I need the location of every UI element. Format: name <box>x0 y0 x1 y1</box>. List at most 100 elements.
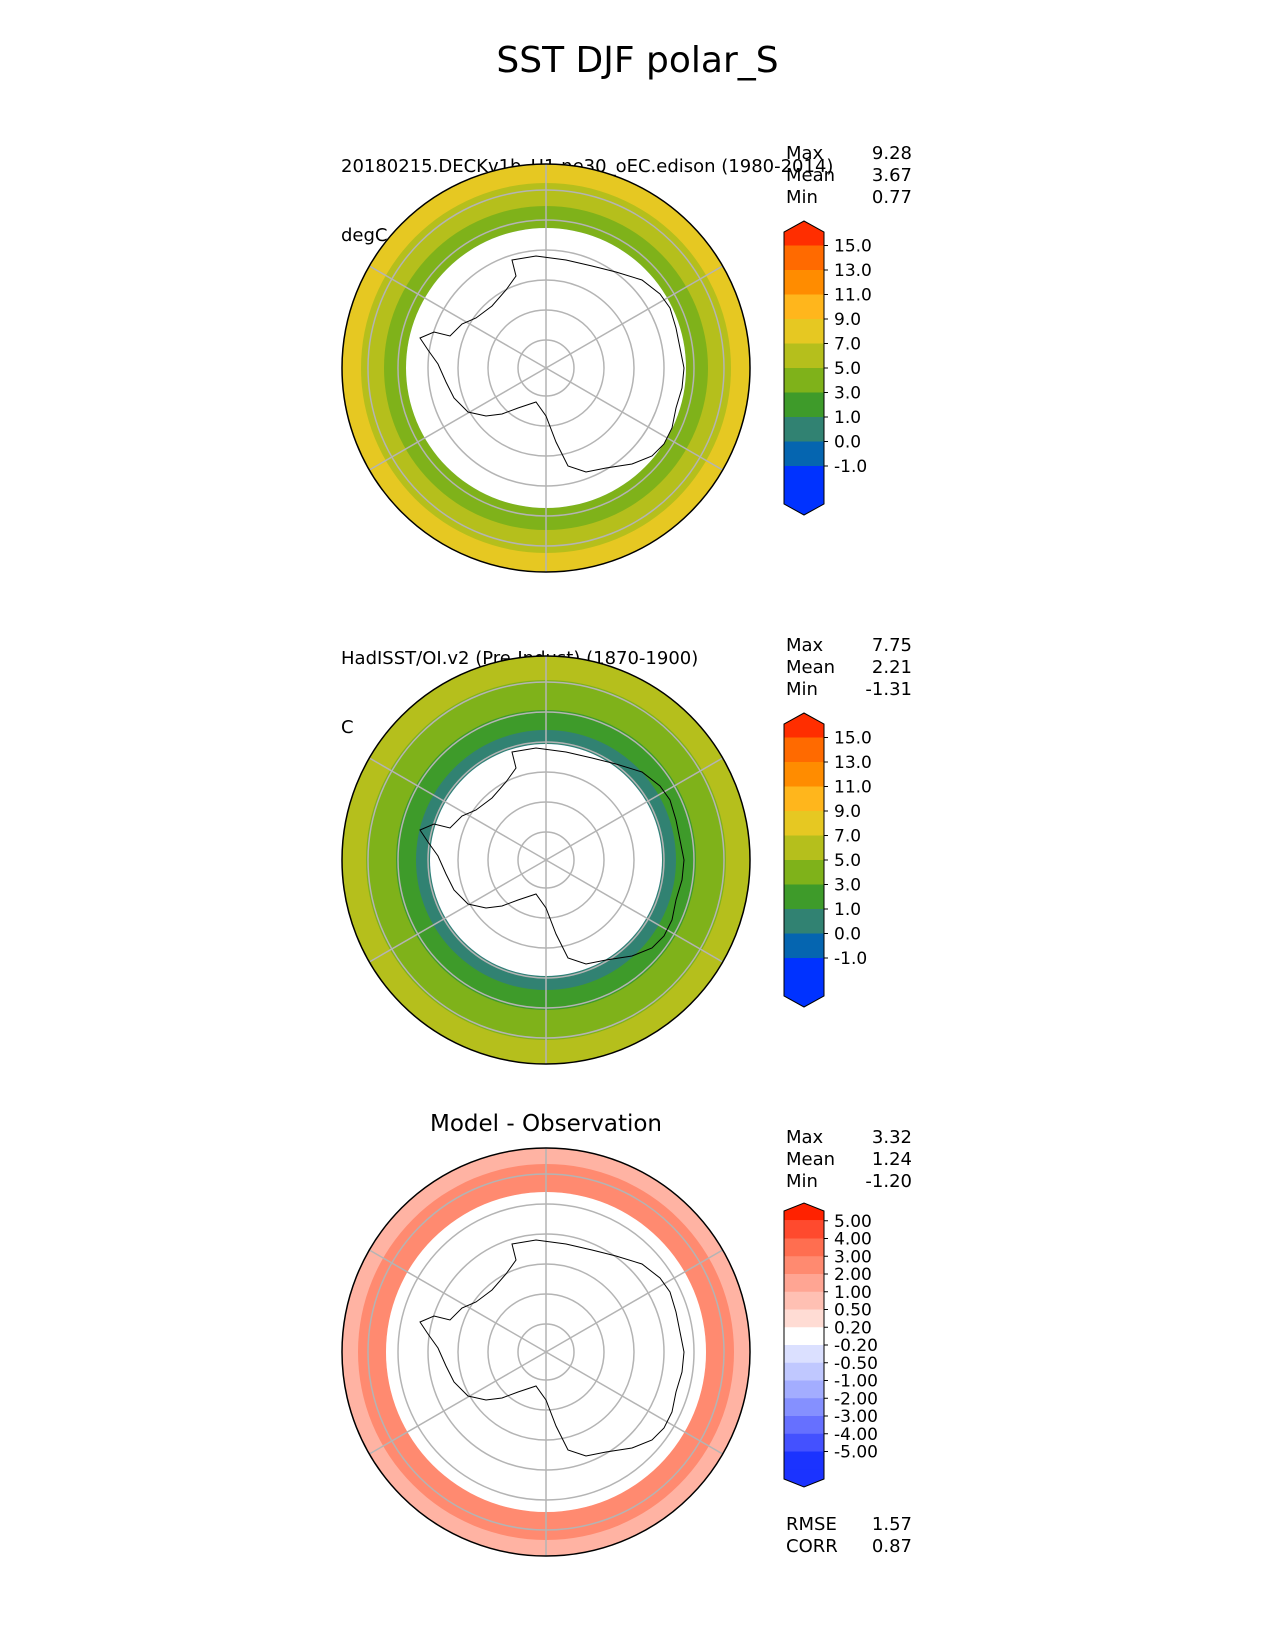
colorbar-segment <box>784 1416 824 1435</box>
colorbar-tick-label: 5.00 <box>834 1212 872 1232</box>
colorbar-segment <box>784 786 824 812</box>
panel-1-units: degC <box>341 225 388 246</box>
colorbar-segment <box>784 1291 824 1310</box>
colorbar-segment <box>784 1451 824 1470</box>
graticule-meridian <box>368 1351 547 1455</box>
colorbar-segment <box>784 811 824 836</box>
colorbar-segment <box>784 958 824 983</box>
panel-3-title: Model - Observation <box>429 1111 663 1137</box>
colorbar-segment <box>784 933 824 959</box>
colorbar-tick-label: 15.0 <box>834 729 872 749</box>
colorbar-segment <box>784 762 824 787</box>
colorbar-segment <box>784 1274 824 1293</box>
colorbar-segment <box>784 490 824 515</box>
colorbar-tick-label: 13.0 <box>834 261 872 281</box>
colorbar-segment <box>784 1398 824 1417</box>
colorbar-segment <box>784 860 824 885</box>
map-border <box>341 163 751 573</box>
graticule-meridian <box>368 265 547 369</box>
panel-3-stats: Max 3.32 Mean 1.24 Min -1.20 <box>786 1127 912 1193</box>
colorbar-tick-label: 7.0 <box>834 335 861 355</box>
colorbar-tick-label: 5.0 <box>834 851 861 871</box>
coastline <box>419 1239 685 1457</box>
panel-3-map <box>341 1147 751 1557</box>
colorbar-tick-label: -0.50 <box>834 1354 878 1374</box>
colorbar-segment <box>784 737 824 763</box>
colorbar-segment <box>784 1469 824 1487</box>
map-border <box>341 655 751 1065</box>
colorbar-segment <box>784 1238 824 1257</box>
coastline <box>419 255 685 473</box>
colorbar-segment <box>784 884 824 910</box>
colorbar-segment <box>784 343 824 369</box>
panel-2-colorbar: 15.0 13.0 11.0 9.0 7.0 5.0 3.0 1.0 0.0 -1.0 <box>783 712 872 1008</box>
coastline <box>419 747 685 965</box>
stat-mean: Mean 3.67 <box>786 165 912 186</box>
colorbar-segment <box>784 713 824 738</box>
colorbar-tick-label: 11.0 <box>834 286 872 306</box>
colorbar-segment <box>784 1309 824 1328</box>
colorbar-segment <box>784 294 824 320</box>
colorbar-segment <box>784 835 824 861</box>
colorbar-segment <box>784 1380 824 1399</box>
colorbar-segment <box>784 466 824 491</box>
colorbar-segment <box>784 909 824 934</box>
colorbar-tick-label: 3.00 <box>834 1247 872 1267</box>
colorbar-segment <box>784 1203 824 1221</box>
panel-1-map <box>341 163 751 573</box>
panel-1-stats: Max 9.28 Mean 3.67 Min 0.77 <box>786 143 912 209</box>
stat-mean: Mean 1.24 <box>786 1149 912 1170</box>
colorbar-tick-label: 1.0 <box>834 900 861 920</box>
colorbar-tick-label: 3.0 <box>834 876 861 896</box>
colorbar-segment <box>784 368 824 393</box>
colorbar-segment <box>784 1327 824 1346</box>
colorbar-tick-label: -3.00 <box>834 1407 878 1427</box>
graticule-meridian <box>545 757 724 861</box>
colorbar-tick-label: 1.0 <box>834 408 861 428</box>
graticule-meridian <box>545 265 724 369</box>
colorbar-segment <box>784 441 824 467</box>
panel-2-map <box>341 655 751 1065</box>
colorbar-segment <box>784 245 824 271</box>
colorbar-tick-label: -4.00 <box>834 1425 878 1445</box>
panel-1-colorbar: 15.0 13.0 11.0 9.0 7.0 5.0 3.0 1.0 0.0 -1.0 <box>783 220 872 516</box>
graticule-meridian <box>368 367 547 471</box>
stat-max: Max 9.28 <box>786 143 912 164</box>
colorbar-tick-label: -1.0 <box>834 949 867 969</box>
colorbar-tick-label: 1.00 <box>834 1283 872 1303</box>
panel-3-extra-stats: RMSE 1.57 CORR 0.87 <box>786 1514 912 1558</box>
colorbar-segment <box>784 1362 824 1381</box>
stat-corr: CORR 0.87 <box>786 1536 912 1557</box>
graticule-meridian <box>368 757 547 861</box>
colorbar-tick-label: 11.0 <box>834 778 872 798</box>
colorbar-segment <box>784 1345 824 1364</box>
colorbar-tick-label: 0.50 <box>834 1301 872 1321</box>
stat-min: Min 0.77 <box>786 187 912 208</box>
stat-min: Min -1.31 <box>786 679 912 700</box>
colorbar-tick-label: 9.0 <box>834 310 861 330</box>
colorbar-segment <box>784 1220 824 1239</box>
colorbar-segment <box>784 417 824 442</box>
stat-mean: Mean 2.21 <box>786 657 912 678</box>
colorbar-tick-label: 4.00 <box>834 1230 872 1250</box>
colorbar-tick-label: 9.0 <box>834 802 861 822</box>
colorbar-tick-label: 0.20 <box>834 1318 872 1338</box>
colorbar-segment <box>784 1433 824 1452</box>
panel-3-colorbar: 5.004.003.002.001.000.500.20-0.20-0.50-1… <box>783 1202 878 1488</box>
panel-2-stats: Max 7.75 Mean 2.21 Min -1.31 <box>786 635 912 701</box>
colorbar-tick-label: -0.20 <box>834 1336 878 1356</box>
colorbar-tick-label: -2.00 <box>834 1389 878 1409</box>
colorbar-tick-label: 15.0 <box>834 237 872 257</box>
graticule-meridian <box>545 1351 724 1455</box>
panel-2-units: C <box>341 717 354 738</box>
colorbar-tick-label: 0.0 <box>834 433 861 453</box>
graticule-meridian <box>368 859 547 963</box>
figure-title: SST DJF polar_S <box>496 40 779 81</box>
graticule-meridian <box>545 1249 724 1353</box>
graticule-meridian <box>368 1249 547 1353</box>
colorbar-segment <box>784 270 824 295</box>
stat-rmse: RMSE 1.57 <box>786 1514 912 1535</box>
panel-2-title-line1: HadISST/OI.v2 (Pre-Indust) (1870-1900) <box>341 647 698 670</box>
colorbar-tick-label: 2.00 <box>834 1265 872 1285</box>
colorbar-tick-label: 0.0 <box>834 925 861 945</box>
